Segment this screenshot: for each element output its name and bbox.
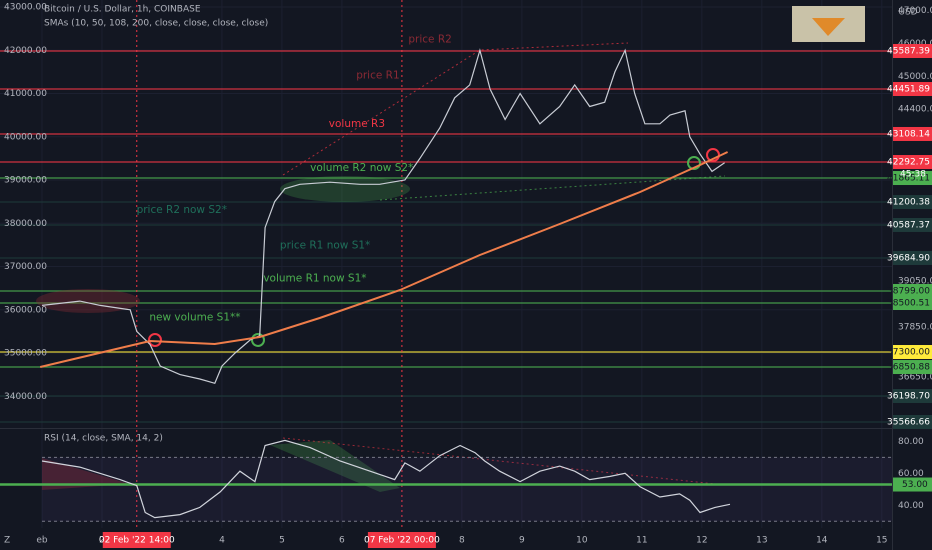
annotation: price R2 now S2* [137,204,227,216]
price-tag-label: 41865.11 [887,174,930,184]
time-tag [102,532,171,548]
annotation: price R2 [408,33,451,45]
y-tick-label: 43000.00 [4,3,47,13]
price-tag-label: 43108.14 [887,129,930,139]
series-line [41,48,725,385]
price-tag [893,283,932,298]
price-tag [893,250,932,265]
price-tag-label: 42292.75 [887,158,930,168]
axis-corner: Z [4,536,10,546]
y-tick-label: 38000.00 [4,219,47,229]
x-tick-label: 2 [99,536,105,546]
price-tag [893,217,932,232]
y2-tick-label: 47000.00 [898,6,932,16]
y2-tick-label: 45000.00 [898,72,932,82]
x-tick-label: 10 [576,536,588,546]
y-tick-label: 40000.00 [4,132,47,142]
marker [251,333,265,347]
price-tag [893,82,932,97]
price-tag-label: 38500.51 [887,299,930,309]
x-tick-label: 12 [696,536,707,546]
y-tick-label: 80.00 [898,437,924,447]
x-tick-label: 11 [636,536,647,546]
y2-tick-label: 36650.00 [898,373,932,383]
time-tag [367,532,436,548]
price-tag [893,195,932,210]
annotation: new volume S1** [149,312,240,324]
y-tick-label: 35000.00 [4,349,47,359]
x-tick-label: 9 [519,536,525,546]
marker [148,333,162,347]
price-tag-label: 37300.00 [887,348,930,358]
y-tick-label: 36000.00 [4,305,47,315]
y-tick-label: 42000.00 [4,46,47,56]
x-tick-label: eb [36,536,48,546]
series-line [41,439,731,519]
price-tag-label: 41200.38 [887,198,930,208]
price-tag [893,171,932,186]
x-tick-label: 14 [816,536,828,546]
y-tick-label: 60.00 [898,469,924,479]
y2-tick-label: 44400.00 [898,105,932,115]
price-tag [893,388,932,403]
y-tick-label: 39000.00 [4,176,47,186]
x-tick-label: 8 [459,536,465,546]
y-tick-label: 37000.00 [4,262,47,272]
rsi-level-label: 53.00 [902,480,928,490]
x-tick-label: 15 [876,536,887,546]
rsi-level-tag [893,477,932,492]
logo-mark [812,18,845,36]
time-tag-label: 02 Feb '22 14:00 [99,536,175,546]
price-tag-label: 38799.00 [887,286,930,296]
y-tick-label: 40.00 [898,501,924,511]
annotation: price R1 now S1* [280,239,370,251]
x-tick-label: 4 [219,536,225,546]
y2-tick-label: 46000.00 [898,39,932,49]
price-tag-label: 39684.90 [887,253,930,263]
price-tag [893,296,932,311]
series-line [39,151,729,368]
y2-tick-label: 37850.00 [898,323,932,333]
price-tag [893,155,932,170]
price-tag [893,414,932,429]
price-tag-label: 45587.39 [887,46,930,56]
price-tag [893,43,932,58]
x-tick-label: 13 [756,536,767,546]
currency: USD [898,8,917,18]
annotation: volume R3 [329,118,385,130]
price-tag-label: 36198.70 [887,391,930,401]
x-tick-label: 5 [279,536,285,546]
x-tick-label: 6 [339,536,345,546]
y-tick-label: 41000.00 [4,89,47,99]
trendline [282,437,726,486]
marker [687,156,701,170]
zone [270,440,400,492]
rsi-title: RSI (14, close, SMA, 14, 2) [44,434,163,444]
zone [280,176,410,202]
price-tag-label: 35566.66 [887,417,930,427]
chart-title: Bitcoin / U.S. Dollar, 1h, COINBASE [44,5,201,15]
chart-subtitle: SMAs (10, 50, 108, 200, close, close, cl… [44,19,268,29]
countdown: 45:38 [900,170,926,180]
price-tag [893,345,932,360]
price-tag-label: 40587.37 [887,220,930,230]
time-tag-label: 07 Feb '22 00:00 [364,536,440,546]
y-tick-label: 34000.00 [4,392,47,402]
price-tag-label: 44451.89 [887,85,930,95]
annotation: volume R2 now S2* [310,162,413,174]
price-tag-label: 36850.88 [887,363,930,373]
zone [42,458,130,490]
y2-tick-label: 39050.00 [898,276,932,286]
annotation: price R1 [356,69,399,81]
annotation: volume R1 now S1* [263,273,366,285]
price-tag [893,126,932,141]
rsi-band-fill [42,457,892,522]
price-tag [893,360,932,375]
